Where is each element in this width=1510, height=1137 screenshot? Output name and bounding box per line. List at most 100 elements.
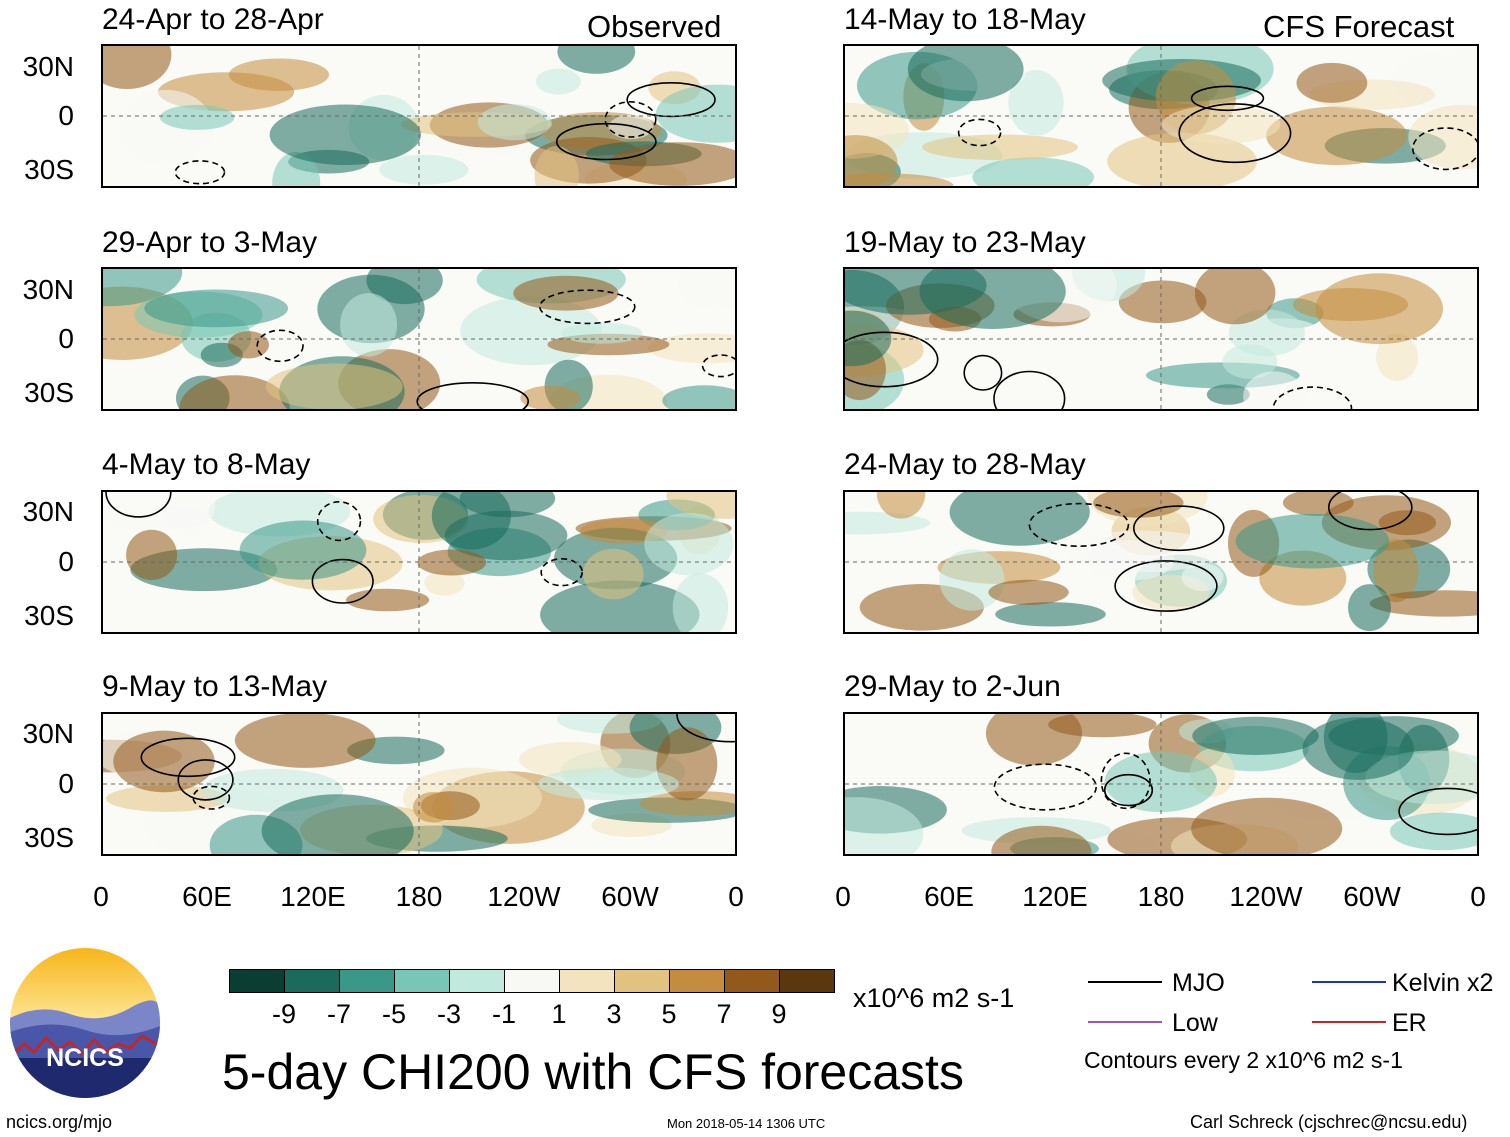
anomaly-blob [1194, 269, 1276, 325]
anomaly-blob [1348, 584, 1391, 632]
lon-label: 0 [93, 881, 109, 912]
map-forecast-4 [843, 712, 1479, 856]
lat-label-30s: 30S [24, 154, 74, 185]
anomaly-blob [1302, 717, 1414, 780]
colorbar-swatch [504, 969, 560, 993]
anomaly-blob [379, 154, 469, 185]
anomaly-blob [1008, 70, 1064, 136]
anomaly-blob [1191, 797, 1343, 854]
anomaly-blob [988, 579, 1069, 605]
anomaly-blob [179, 375, 291, 409]
anomaly-blob [412, 792, 454, 823]
contour [174, 160, 226, 185]
lat-label-30s: 30S [24, 377, 74, 408]
anomaly-blob [583, 548, 644, 600]
anomaly-blob [845, 310, 892, 367]
units-label: x10^6 m2 s-1 [853, 983, 1015, 1013]
legend-label-low: Low [1172, 1009, 1218, 1037]
anomaly-blob [431, 492, 511, 550]
anomaly-blob [103, 269, 183, 307]
anomaly-blob [1181, 563, 1224, 592]
anomaly-blob [1296, 62, 1368, 103]
anomaly-blob [417, 549, 487, 576]
colorbar-swatch [669, 969, 725, 993]
anomaly-blob [939, 549, 1005, 611]
anomaly-blob [513, 275, 619, 311]
colorbar-tick-label: -3 [436, 999, 461, 1029]
panel-title: 24-May to 28-May [844, 448, 1086, 481]
anomaly-field [845, 269, 1477, 409]
anomaly-blob [845, 797, 924, 854]
colorbar-tick-label: 7 [716, 999, 732, 1029]
anomaly-blob [876, 492, 926, 519]
observed-label: Observed [587, 9, 722, 44]
anomaly-blob [1369, 590, 1477, 617]
lat-label-eq: 0 [58, 546, 74, 577]
colorbar-tick-label: -7 [326, 999, 351, 1029]
lat-label-eq: 0 [58, 100, 74, 131]
anomaly-blob [261, 794, 414, 854]
anomaly-blob [144, 289, 289, 328]
lon-label: 60E [924, 881, 974, 912]
lon-label: 120W [487, 881, 561, 912]
anomaly-blob [1048, 714, 1157, 738]
anomaly-blob [1292, 288, 1409, 321]
anomaly-blob [535, 68, 581, 95]
anomaly-blob [1243, 371, 1305, 409]
anomaly-blob [1206, 384, 1250, 405]
contour [963, 354, 1003, 391]
colorbar-swatch [284, 969, 340, 993]
anomaly-blob [540, 580, 700, 632]
colorbar-swatch [779, 969, 835, 993]
anomaly-blob [228, 58, 329, 91]
lat-label-eq: 0 [58, 323, 74, 354]
legend-line-er [1312, 1021, 1386, 1023]
anomaly-blob [239, 520, 367, 580]
main-title: 5-day CHI200 with CFS forecasts [222, 1044, 964, 1100]
contour [192, 785, 231, 810]
colorbar-tick-label: -1 [491, 999, 516, 1029]
map-forecast-2 [843, 267, 1479, 411]
lat-label-30s: 30S [24, 600, 74, 631]
anomaly-blob [265, 363, 403, 409]
contour [1028, 502, 1130, 548]
colorbar-swatch [339, 969, 395, 993]
anomaly-field [845, 714, 1477, 854]
contour-note: Contours every 2 x10^6 m2 s-1 [1084, 1047, 1403, 1073]
anomaly-blob [561, 322, 643, 344]
anomaly-blob [162, 492, 216, 537]
legend-line-mjo [1088, 981, 1162, 983]
anomaly-blob [639, 791, 735, 816]
legend-label-er: ER [1392, 1009, 1427, 1037]
anomaly-blob [160, 104, 235, 130]
colorbar-tick-label: -5 [381, 999, 406, 1029]
anomaly-blob [534, 146, 579, 186]
contour [1272, 386, 1353, 409]
lat-label-30n: 30N [22, 718, 74, 749]
contour [316, 501, 362, 542]
anomaly-blob [845, 135, 898, 186]
lon-label: 180 [1137, 881, 1185, 912]
panel-title: 9-May to 13-May [102, 670, 328, 703]
colorbar-tick-label: -9 [271, 999, 296, 1029]
anomaly-blob [520, 385, 581, 409]
anomaly-blob [1107, 132, 1257, 186]
footer-url[interactable]: ncics.org/mjo [6, 1112, 113, 1132]
legend-label-mjo: MJO [1172, 969, 1225, 997]
anomaly-blob [907, 46, 1024, 102]
contour [538, 289, 636, 325]
lat-label-30s: 30S [24, 822, 74, 853]
legend-label-kelvin: Kelvin x2 [1392, 969, 1494, 997]
map-observed-4 [101, 712, 737, 856]
anomaly-blob [1192, 716, 1319, 755]
anomaly-blob [1376, 333, 1419, 381]
contour [105, 492, 172, 518]
contour [1412, 127, 1477, 171]
map-observed-1 [101, 44, 737, 188]
ncics-logo: NCICS [10, 948, 160, 1098]
anomaly-blob [919, 269, 1066, 329]
anomaly-field [103, 714, 735, 854]
colorbar-swatch [394, 969, 450, 993]
anomaly-blob [477, 104, 552, 141]
anomaly-field [103, 269, 735, 409]
